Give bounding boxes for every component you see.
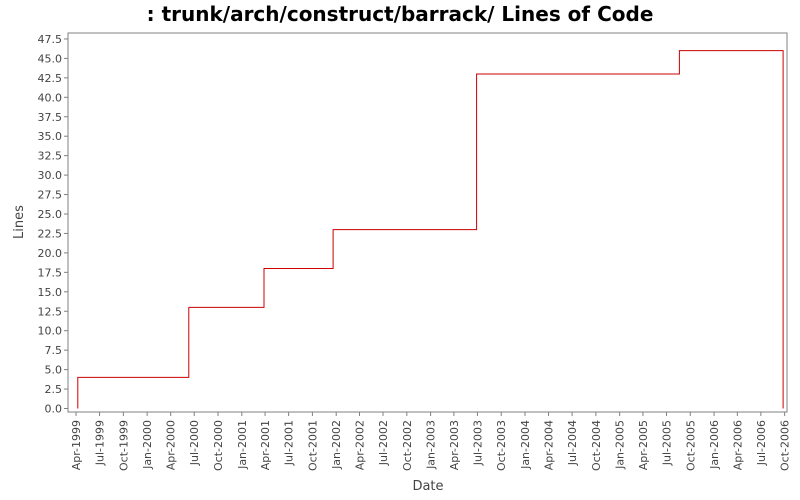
x-tick-label: Oct-2005 (684, 420, 697, 471)
x-tick-label: Oct-2000 (212, 420, 225, 471)
x-tick-label: Oct-1999 (117, 420, 130, 471)
chart-title: : trunk/arch/construct/barrack/ Lines of… (147, 2, 654, 26)
x-tick-label: Apr-2005 (637, 420, 650, 470)
x-axis-label: Date (412, 479, 443, 494)
y-tick-label: 25.0 (38, 208, 63, 221)
y-tick-label: 5.0 (45, 364, 63, 377)
x-tick-label: Apr-1999 (70, 420, 83, 470)
x-tick-label: Oct-2002 (401, 420, 414, 471)
y-axis-label: Lines (12, 205, 27, 239)
y-tick-label: 17.5 (38, 266, 63, 279)
series-layer (77, 50, 784, 409)
x-tick-label: Jan-2003 (425, 420, 438, 470)
y-tick-label: 20.0 (38, 247, 63, 260)
y-tick-label: 37.5 (38, 111, 63, 124)
y-tick-label: 7.5 (45, 344, 63, 357)
x-tick-label: Jul-2005 (660, 420, 673, 466)
x-tick-label: Apr-2003 (448, 420, 461, 470)
x-tick-label: Oct-2001 (306, 420, 319, 471)
x-tick-label: Jul-2001 (283, 420, 296, 466)
x-tick-label: Jul-2002 (377, 420, 390, 466)
x-tick-label: Oct-2003 (495, 420, 508, 471)
x-tick-label: Jul-2006 (755, 420, 768, 466)
y-tick-label: 10.0 (38, 325, 63, 338)
x-tick-label: Apr-2001 (259, 420, 272, 470)
y-tick-label: 27.5 (38, 189, 63, 202)
series-line (77, 50, 784, 409)
x-tick-label: Jan-2001 (236, 420, 249, 470)
y-tick-label: 22.5 (38, 227, 63, 240)
y-tick-label: 45.0 (38, 52, 63, 65)
x-tick-label: Jan-2002 (330, 420, 343, 470)
x-tick-label: Jan-2005 (614, 420, 627, 470)
y-tick-label: 42.5 (38, 72, 63, 85)
x-tick-label: Apr-2004 (543, 420, 556, 470)
x-tick-label: Jul-1999 (94, 420, 107, 466)
x-tick-label: Jul-2004 (566, 420, 579, 466)
y-tick-label: 15.0 (38, 286, 63, 299)
x-tick-label: Jan-2000 (141, 420, 154, 470)
x-tick-label: Apr-2000 (165, 420, 178, 470)
y-tick-label: 30.0 (38, 169, 63, 182)
plot-area (67, 32, 788, 413)
x-axis: Apr-1999 Jul-1999 Oct-1999 Jan-2000 Apr-2000… (70, 412, 792, 471)
x-tick-label: Oct-2006 (779, 420, 792, 471)
x-tick-label: Apr-2006 (731, 420, 744, 470)
y-tick-label: 47.5 (38, 33, 63, 46)
x-tick-label: Apr-2002 (353, 420, 366, 470)
y-tick-label: 2.5 (45, 383, 63, 396)
x-tick-label: Jul-2000 (188, 420, 201, 466)
x-tick-label: Jul-2003 (471, 420, 484, 466)
x-tick-label: Jan-2006 (708, 420, 721, 470)
y-tick-label: 0.0 (45, 403, 63, 416)
x-tick-label: Jan-2004 (519, 420, 532, 470)
y-axis: 0.0 2.5 5.0 7.5 10.0 12.5 15.0 17.5 20.0 22.5 25.0… (38, 33, 68, 416)
y-tick-label: 35.0 (38, 130, 63, 143)
y-tick-label: 12.5 (38, 305, 63, 318)
y-tick-label: 32.5 (38, 150, 63, 163)
x-tick-label: Oct-2004 (590, 420, 603, 471)
y-tick-label: 40.0 (38, 91, 63, 104)
